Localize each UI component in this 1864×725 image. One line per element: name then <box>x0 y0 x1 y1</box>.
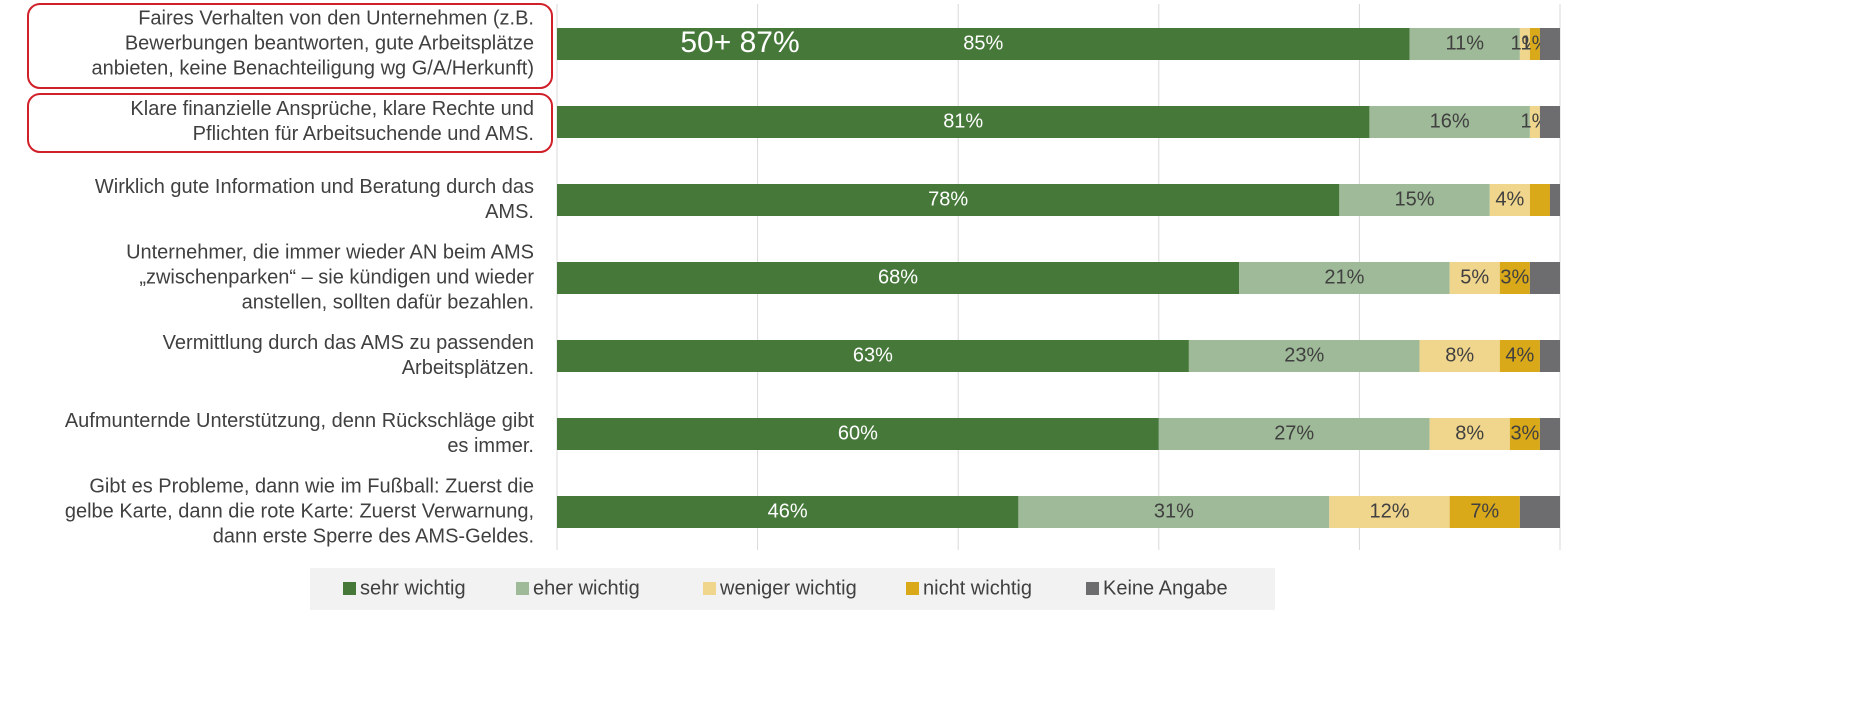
legend-swatch <box>703 582 716 595</box>
category-label: Vermittlung durch das AMS zu passenden A… <box>162 332 534 379</box>
bar-segment <box>557 106 1370 138</box>
bar-segment <box>557 418 1159 450</box>
category-label: Faires Verhalten von den Unternehmen (z.… <box>91 7 535 80</box>
bar-segment <box>1539 28 1560 60</box>
data-label: 11% <box>1445 32 1484 54</box>
category-label: Gibt es Probleme, dann wie im Fußball: Z… <box>64 475 534 548</box>
bar-segment <box>1239 262 1450 294</box>
data-label: 23% <box>1284 344 1324 366</box>
data-label: 78% <box>928 188 968 210</box>
legend-swatch <box>343 582 356 595</box>
bar-segment <box>557 28 1410 60</box>
category-label: Aufmunternde Unterstützung, denn Rücksch… <box>64 410 534 457</box>
data-label: 8% <box>1455 422 1484 444</box>
bar-segment <box>557 184 1340 216</box>
legend-label: sehr wichtig <box>360 577 466 599</box>
highlight-box <box>27 93 553 153</box>
legend-label: eher wichtig <box>533 577 640 599</box>
data-label: 16% <box>1430 110 1470 132</box>
data-label: 31% <box>1154 500 1194 522</box>
bar-segment <box>1489 184 1530 216</box>
data-label: 27% <box>1274 422 1314 444</box>
legend-swatch <box>1086 582 1099 595</box>
legend-swatch <box>516 582 529 595</box>
bar-segment <box>1549 184 1560 216</box>
annotation: 50+ 87% <box>680 26 799 59</box>
data-label: 15% <box>1395 188 1435 210</box>
bar-segment <box>1449 262 1500 294</box>
bar-segment <box>1018 496 1330 528</box>
bar-segment <box>1529 262 1560 294</box>
data-label: 3% <box>1510 422 1539 444</box>
legend-label: weniger wichtig <box>719 577 857 599</box>
bar-segment <box>1539 106 1560 138</box>
bar-segment <box>1529 106 1540 138</box>
data-label: 3% <box>1500 266 1529 288</box>
bar-segment <box>1519 28 1530 60</box>
data-label: 63% <box>853 344 893 366</box>
bar-segment <box>1339 184 1490 216</box>
data-label: 12% <box>1369 500 1409 522</box>
legend-box <box>310 568 1275 610</box>
bar-segment <box>1188 340 1420 372</box>
bar-segment <box>1329 496 1450 528</box>
bar-segment <box>1519 496 1560 528</box>
data-label: 5% <box>1460 266 1489 288</box>
data-label: 85% <box>963 32 1003 54</box>
data-label: 4% <box>1505 344 1534 366</box>
data-label: 7% <box>1470 500 1499 522</box>
legend-label: nicht wichtig <box>923 577 1032 599</box>
category-label: Unternehmer, die immer wieder AN beim AM… <box>126 241 534 314</box>
data-label: 81% <box>943 110 983 132</box>
bar-segment <box>557 496 1019 528</box>
legend-label: Keine Angabe <box>1103 577 1228 599</box>
bar-segment <box>557 262 1240 294</box>
category-label: Klare finanzielle Ansprüche, klare Recht… <box>130 98 534 145</box>
bar-segment <box>1509 418 1540 450</box>
bar-segment <box>1539 340 1560 372</box>
data-label: 4% <box>1495 188 1524 210</box>
bar-segment <box>1369 106 1530 138</box>
legend-swatch <box>906 582 919 595</box>
data-label: 60% <box>838 422 878 444</box>
bar-segment <box>1449 496 1520 528</box>
bar-segment <box>1499 262 1530 294</box>
bar-segment <box>1158 418 1430 450</box>
bar-segment <box>1539 418 1560 450</box>
bar-segment <box>1499 340 1540 372</box>
bar-segment <box>557 340 1189 372</box>
data-label: 68% <box>878 266 918 288</box>
highlight-box <box>27 3 553 89</box>
bar-segment <box>1529 28 1540 60</box>
category-label: Wirklich gute Information und Beratung d… <box>94 176 534 223</box>
bar-segment <box>1419 340 1500 372</box>
data-label: 21% <box>1324 266 1364 288</box>
bar-segment <box>1529 184 1550 216</box>
bar-segment <box>1409 28 1520 60</box>
bar-segment <box>1429 418 1510 450</box>
data-label: 46% <box>768 500 808 522</box>
data-label: 8% <box>1445 344 1474 366</box>
